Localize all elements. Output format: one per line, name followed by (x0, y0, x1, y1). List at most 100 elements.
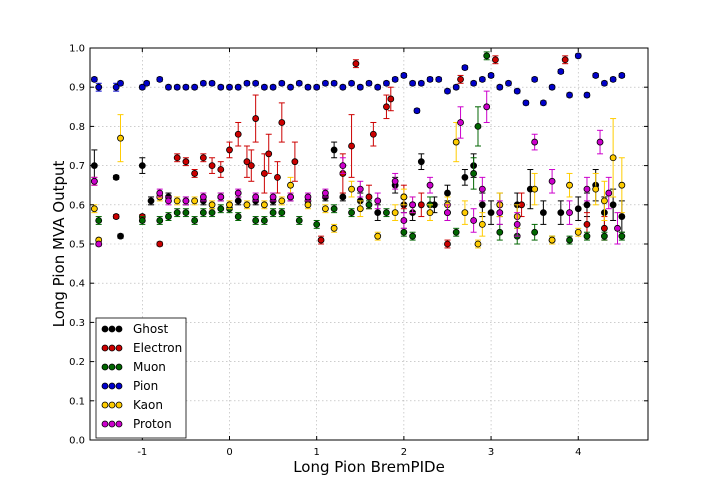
data-point-proton (165, 197, 172, 205)
data-point-ghost (539, 209, 547, 217)
data-point-ghost (112, 173, 120, 181)
data-point-pion (592, 72, 600, 79)
data-point-proton (182, 197, 190, 205)
data-point-electron (112, 213, 120, 220)
data-point-electron (182, 158, 190, 166)
data-point-kaon (601, 197, 608, 205)
legend-label: Pion (133, 379, 158, 393)
data-point-pion (156, 75, 164, 83)
data-point-proton (457, 119, 464, 126)
legend-label: Kaon (133, 398, 163, 412)
legend-marker (108, 325, 116, 333)
data-point-proton (269, 193, 277, 201)
data-point-pion (539, 99, 547, 107)
data-point-muon (496, 228, 504, 236)
data-point-electron (173, 154, 181, 162)
data-point-pion (478, 75, 486, 83)
y-tick-label: 0.3 (69, 318, 85, 329)
data-point-electron (226, 146, 233, 154)
data-point-proton (90, 177, 98, 185)
data-point-proton (391, 177, 399, 185)
data-point-proton (426, 181, 434, 189)
data-point-muon (313, 220, 321, 228)
data-point-kaon (287, 181, 294, 189)
data-point-pion (117, 79, 124, 87)
legend-marker (115, 420, 123, 428)
y-tick-label: 0.8 (69, 122, 85, 133)
data-point-kaon (173, 197, 181, 205)
data-point-pion (208, 79, 216, 87)
data-point-electron (234, 130, 242, 138)
data-point-electron (417, 201, 425, 209)
data-point-pion (566, 91, 573, 99)
legend-item-muon: Muon (101, 360, 166, 374)
legend-marker (115, 401, 123, 409)
x-tick-label: 2 (401, 447, 407, 458)
legend-marker (108, 382, 116, 390)
data-point-proton (470, 217, 478, 224)
x-tick-label: -1 (137, 447, 147, 458)
data-point-pion (487, 72, 495, 79)
data-point-pion (330, 79, 338, 87)
data-point-electron (369, 130, 377, 138)
y-tick-label: 0.6 (69, 200, 85, 211)
data-point-pion (339, 83, 347, 91)
data-point-pion (609, 75, 617, 83)
data-point-pion (269, 83, 277, 91)
data-point-proton (356, 185, 364, 193)
data-point-electron (317, 236, 325, 244)
data-point-kaon (478, 220, 486, 228)
data-point-pion (400, 72, 408, 79)
data-point-electron (278, 119, 286, 126)
data-point-proton (199, 193, 207, 201)
legend-marker (108, 401, 116, 409)
data-point-electron (348, 142, 355, 150)
data-point-kaon (226, 201, 233, 209)
data-point-ghost (583, 201, 591, 209)
data-point-proton (400, 217, 408, 224)
data-point-electron (365, 193, 373, 201)
data-point-electron (457, 75, 464, 83)
data-point-muon (138, 217, 146, 224)
y-tick-label: 0.4 (69, 279, 85, 290)
data-point-kaon (426, 209, 434, 217)
data-point-kaon (531, 185, 539, 193)
data-point-electron (444, 240, 451, 248)
data-point-pion (496, 83, 504, 91)
data-point-proton (234, 189, 242, 197)
data-point-pion (182, 83, 190, 91)
data-point-electron (561, 56, 569, 64)
data-point-muon (234, 213, 242, 220)
data-point-electron (191, 170, 199, 177)
data-point-proton (531, 138, 539, 146)
data-point-muon (173, 209, 181, 217)
legend-label: Muon (133, 360, 166, 374)
data-point-kaon (574, 228, 582, 236)
data-point-pion (601, 79, 608, 87)
data-point-proton (444, 209, 451, 217)
y-tick-label: 1.0 (69, 44, 85, 55)
data-point-kaon (592, 185, 600, 193)
data-point-electron (583, 220, 591, 228)
data-point-muon (583, 232, 591, 240)
data-point-ghost (234, 197, 242, 205)
legend-marker (108, 363, 116, 371)
legend-marker (115, 344, 123, 352)
data-point-kaon (356, 205, 364, 213)
data-point-pion (531, 75, 539, 83)
legend-item-electron: Electron (101, 341, 182, 355)
legend-marker (101, 382, 109, 390)
series-layer (90, 51, 626, 249)
x-axis-title: Long Pion BremPIDe (293, 458, 445, 476)
data-point-kaon (548, 236, 556, 244)
data-point-muon (452, 228, 460, 236)
data-point-electron (199, 154, 207, 162)
data-point-proton (409, 201, 416, 209)
data-point-pion (199, 79, 207, 87)
data-point-kaon (391, 209, 399, 217)
data-point-proton (605, 189, 613, 197)
y-tick-label: 0.5 (69, 240, 85, 251)
data-point-proton (478, 185, 486, 193)
data-point-electron (208, 162, 216, 170)
legend-item-proton: Proton (101, 417, 172, 431)
